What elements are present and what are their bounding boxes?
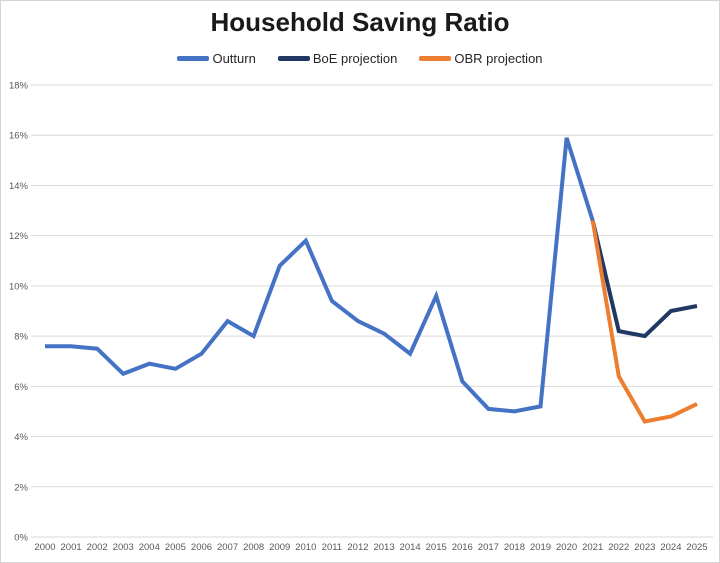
series-line-boe-projection (590, 220, 698, 339)
y-tick-label: 6% (14, 382, 28, 393)
x-tick-label: 2005 (165, 542, 186, 553)
x-tick-label: 2017 (478, 542, 499, 553)
legend-swatch-icon (419, 56, 452, 61)
legend-label: OBR projection (454, 51, 543, 66)
x-tick-label: 2006 (191, 542, 212, 553)
x-tick-label: 2004 (139, 542, 160, 553)
legend-swatch-icon (277, 56, 310, 61)
x-tick-label: 2011 (322, 542, 342, 553)
x-tick-label: 2019 (530, 542, 551, 553)
y-tick-label: 10% (9, 281, 29, 292)
legend-label: Outturn (212, 51, 256, 66)
legend-label: BoE projection (312, 51, 398, 66)
x-tick-label: 2015 (426, 542, 447, 553)
x-tick-label: 2020 (556, 542, 577, 553)
x-tick-label: 2014 (400, 542, 421, 553)
x-tick-label: 2025 (686, 542, 707, 553)
x-tick-label: 2010 (295, 542, 316, 553)
x-tick-label: 2000 (34, 542, 55, 553)
x-tick-label: 2016 (452, 542, 473, 553)
x-tick-label: 2007 (217, 542, 238, 553)
x-tick-label: 2003 (113, 542, 134, 553)
y-tick-label: 2% (14, 482, 28, 493)
x-tick-label: 2012 (347, 542, 368, 553)
x-tick-label: 2023 (634, 542, 655, 553)
chart-legend: Outturn BoE projection OBR projection (1, 51, 719, 66)
y-tick-label: 4% (14, 432, 28, 443)
y-tick-label: 14% (9, 181, 29, 192)
y-tick-label: 8% (14, 332, 28, 343)
x-tick-label: 2021 (582, 542, 603, 553)
x-tick-label: 2024 (660, 542, 681, 553)
series-line-outturn (45, 137, 595, 414)
legend-item-outturn: Outturn (177, 51, 256, 66)
legend-item-boe-projection: BoE projection (277, 51, 398, 66)
chart-title: Household Saving Ratio (210, 7, 510, 37)
x-tick-label: 2001 (61, 542, 82, 553)
series-line-obr-projection (590, 220, 698, 424)
x-tick-label: 2002 (87, 542, 108, 553)
legend-item-obr-projection: OBR projection (419, 51, 543, 66)
y-tick-label: 12% (9, 231, 29, 242)
x-tick-label: 2022 (608, 542, 629, 553)
x-tick-label: 2013 (373, 542, 394, 553)
x-tick-label: 2008 (243, 542, 264, 553)
x-tick-label: 2009 (269, 542, 290, 553)
legend-swatch-icon (177, 56, 210, 61)
y-tick-label: 16% (9, 131, 29, 142)
y-tick-label: 0% (14, 533, 28, 544)
y-tick-label: 18% (9, 81, 29, 92)
x-tick-label: 2018 (504, 542, 525, 553)
